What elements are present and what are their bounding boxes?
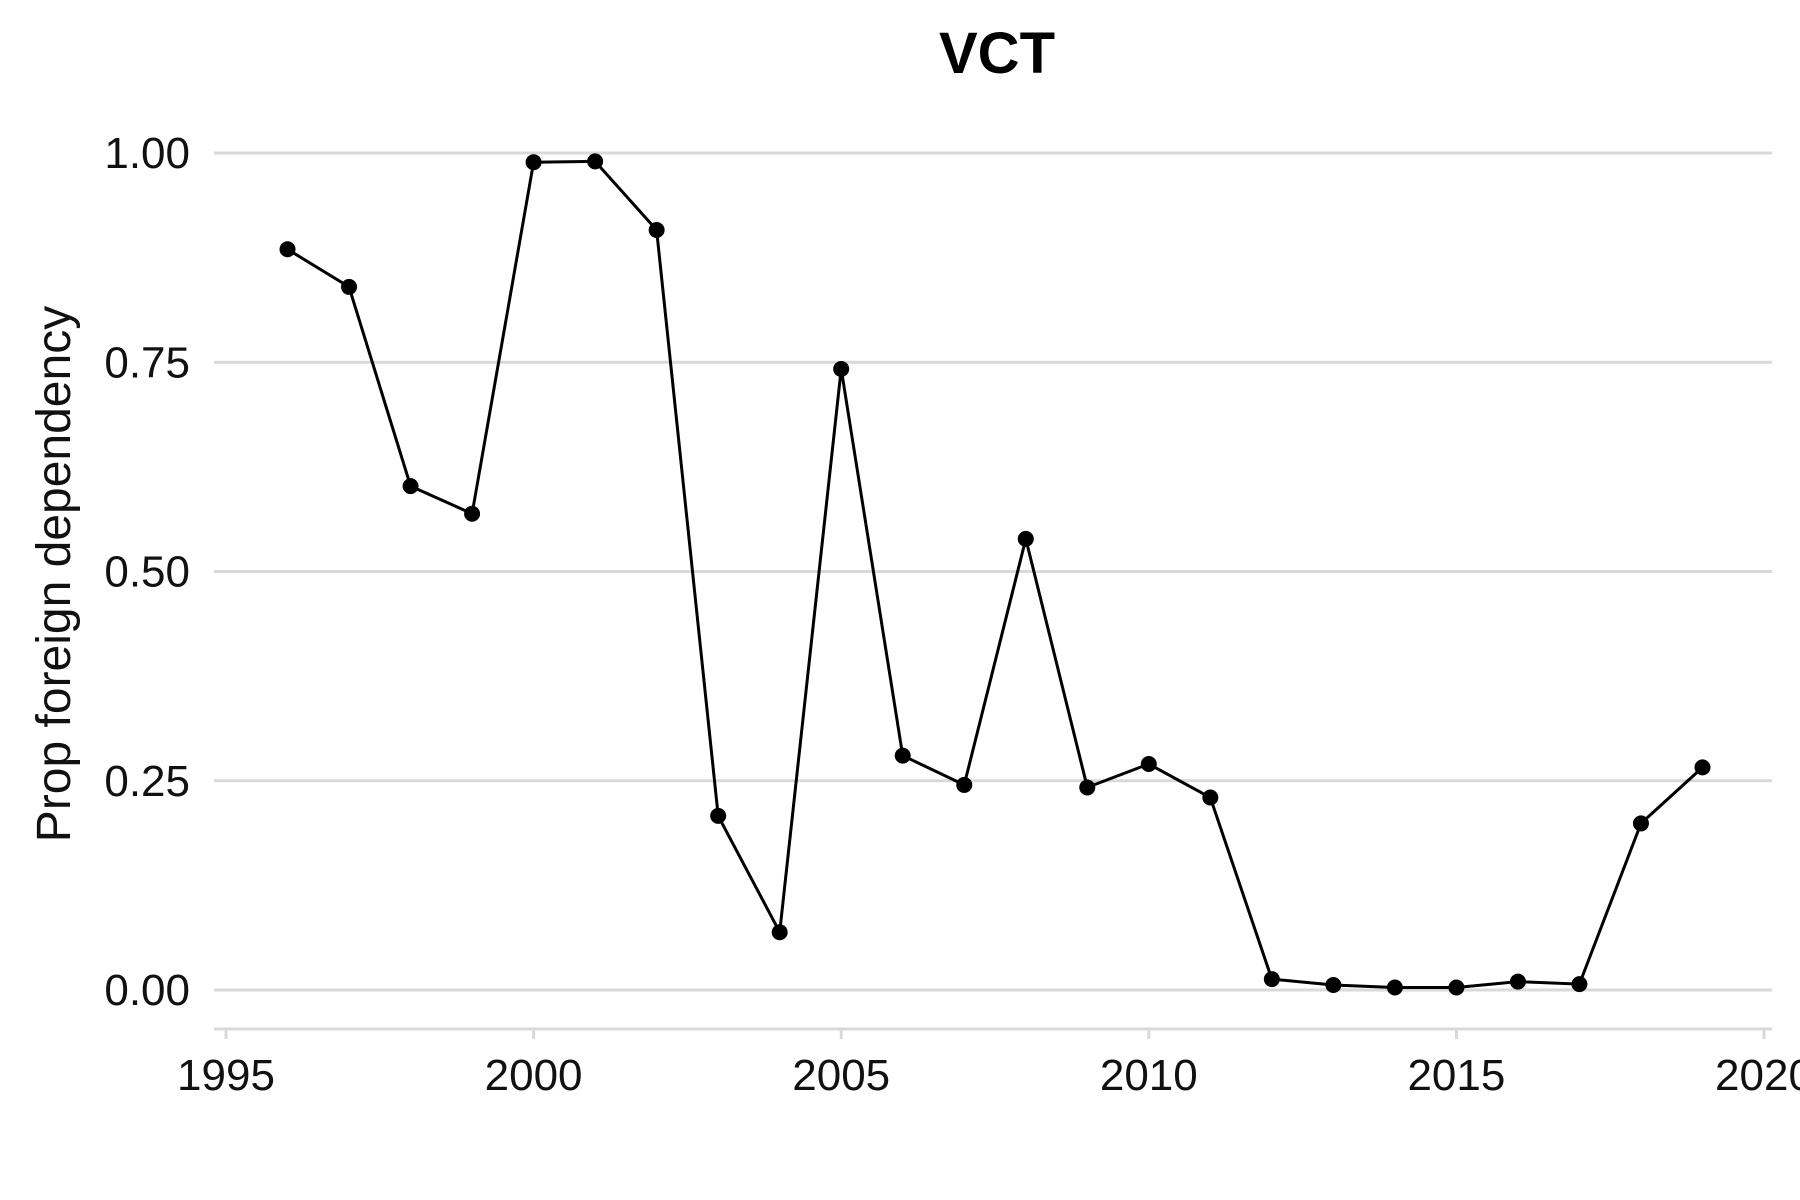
y-tick-label: 0.50 xyxy=(104,548,190,597)
x-tick-label: 2000 xyxy=(485,1051,583,1100)
y-gridlines xyxy=(214,151,1772,992)
chart-title: VCT xyxy=(939,21,1055,86)
y-tick-label: 0.75 xyxy=(104,338,190,387)
data-point xyxy=(710,807,727,824)
data-point xyxy=(402,478,419,495)
data-point xyxy=(1386,979,1403,996)
data-point xyxy=(648,222,665,239)
x-axis: 1995 2000 2005 2010 2015 2020 xyxy=(177,1027,1800,1100)
x-tick-label: 2020 xyxy=(1715,1051,1800,1100)
data-point xyxy=(587,153,604,170)
x-tick-label: 2015 xyxy=(1407,1051,1505,1100)
data-point xyxy=(341,278,358,295)
series-line xyxy=(286,159,1704,989)
data-point xyxy=(894,747,911,764)
x-tick-label: 1995 xyxy=(177,1051,275,1100)
data-point xyxy=(956,776,973,793)
x-tick-label: 2010 xyxy=(1100,1051,1198,1100)
y-tick-label: 0.25 xyxy=(104,757,190,806)
data-point xyxy=(833,360,850,377)
data-point xyxy=(1140,756,1157,773)
data-point xyxy=(279,241,296,258)
y-axis-label: Prop foreign dependency xyxy=(28,306,81,842)
y-tick-label: 0.00 xyxy=(104,966,190,1015)
x-tick-label: 2005 xyxy=(792,1051,890,1100)
data-point xyxy=(771,924,788,941)
data-point xyxy=(1509,973,1526,990)
data-point xyxy=(525,154,542,171)
data-point xyxy=(1079,779,1096,796)
data-point xyxy=(1017,530,1034,547)
series-layer xyxy=(279,153,1711,996)
data-point xyxy=(1571,976,1588,993)
data-point xyxy=(1263,971,1280,988)
data-point xyxy=(1632,815,1649,832)
y-tick-label: 1.00 xyxy=(104,129,190,178)
data-point xyxy=(1448,979,1465,996)
data-point xyxy=(1202,789,1219,806)
data-point xyxy=(464,505,481,522)
data-point xyxy=(1694,759,1711,776)
y-axis-ticks: 0.00 0.25 0.50 0.75 1.00 xyxy=(104,129,190,1015)
data-point xyxy=(1325,976,1342,993)
